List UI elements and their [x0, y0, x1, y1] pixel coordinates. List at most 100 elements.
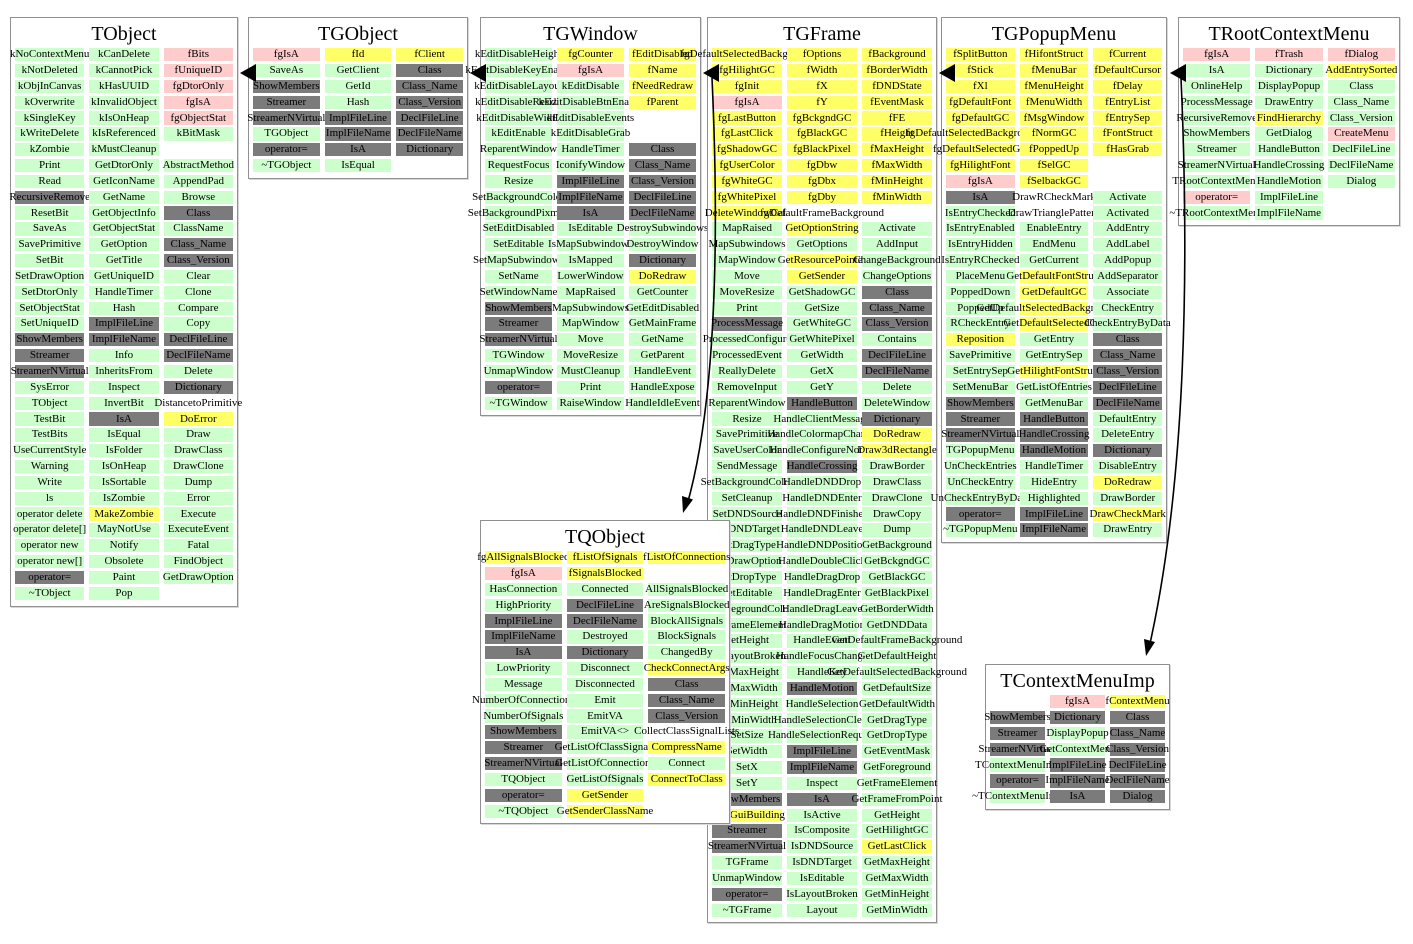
member-label: fgWhiteGC — [721, 174, 773, 187]
member-cell: HandleButton — [1019, 412, 1089, 426]
member-label: ~TContextMenuImp — [972, 790, 1063, 803]
member-cell: GetSender — [787, 269, 857, 284]
member-cell: Move — [557, 333, 624, 347]
member-cell: SetMenuBar — [946, 380, 1015, 395]
member-cell: MakeZombie — [89, 507, 159, 521]
member-label: FindObject — [173, 555, 224, 568]
member-label: MapWindow — [561, 317, 620, 330]
member-label: CreateMenu — [1334, 127, 1389, 140]
member-row: MapRaised GetOptionString Activate — [708, 222, 936, 236]
member-row: TGWindow MoveResize GetParent — [481, 349, 700, 363]
member-label: HandleDNDFinished — [775, 507, 869, 520]
member-cell: fListOfSignals — [566, 551, 644, 565]
member-label: kEditDisableHeight — [474, 48, 563, 61]
member-cell: ImplFileName — [1255, 206, 1323, 220]
member-label: HandleSelection — [785, 697, 859, 710]
member-cell: IsZombie — [89, 491, 159, 505]
member-cell: kOverwrite — [15, 95, 85, 109]
member-row: SetDtorOnly HandleTimer Clone — [11, 285, 237, 299]
member-cell: Streamer — [990, 726, 1045, 740]
member-label: AddSeparator — [1097, 269, 1159, 282]
member-label: IsMapSubwindows — [548, 238, 633, 251]
member-cell: DeclFileName — [566, 614, 644, 628]
member-cell: AddInput — [862, 238, 932, 252]
member-label: SetY — [736, 776, 758, 789]
member-row: SetSize HandleSelectionRequest GetDropType — [708, 729, 936, 743]
member-row: ReparentWindow HandleTimer Class — [479, 143, 700, 157]
member-cell: fBorderWidth — [862, 63, 932, 78]
member-label: fEntryList — [1105, 95, 1151, 108]
member-label: Dialog — [1346, 174, 1377, 187]
member-row: operator delete MakeZombie Execute — [11, 507, 237, 521]
member-cell: GetSenderClassName — [557, 804, 653, 818]
member-cell: Clone — [163, 285, 233, 299]
empty-cell — [1328, 191, 1395, 204]
member-label: kOverwrite — [24, 95, 75, 108]
member-cell: UseCurrentStyle — [13, 444, 86, 458]
member-cell: GetDefaultGC — [1019, 285, 1089, 299]
member-cell: fgDefaultFrameBackground — [760, 206, 884, 220]
member-label: ReparentWindow — [479, 143, 558, 156]
member-row: SetBackgroundColor ImplFileName DeclFileLi… — [472, 190, 700, 204]
member-cell: SetEditable — [485, 238, 552, 252]
member-label: ~TGPopupMenu — [943, 523, 1018, 536]
member-row: ProcessMessage DrawEntry Class_Name — [1179, 95, 1399, 109]
member-label: fEditDisabled — [631, 48, 694, 61]
member-row: MoveResize GetShadowGC Class — [708, 285, 936, 299]
member-label: DeclFileName — [1329, 159, 1394, 172]
member-label: NumberOfSignals — [483, 709, 564, 722]
member-row: operator new[] Obsolete FindObject — [11, 555, 237, 569]
member-row: SetEditable HandleDragEnter GetBlackPixel — [708, 586, 936, 600]
member-label: operator= — [996, 774, 1039, 787]
member-label: kEditDisableEvents — [546, 111, 635, 124]
member-cell: TGPopupMenu — [946, 444, 1015, 458]
member-cell: SetDNDSource — [712, 507, 782, 521]
member-label: fListOfConnections — [642, 551, 731, 564]
member-label: kWriteDelete — [20, 127, 80, 140]
class-box-tgobject: TGObject fgIsA fId fClient SaveAs GetClient Cl… — [247, 17, 468, 179]
member-label: Connect — [668, 757, 706, 770]
member-label: fMsgWindow — [1023, 111, 1085, 124]
class-box-tgframe: TGFrame fgDefaultSelectedBackground fOptio… — [680, 17, 967, 924]
member-label: SetMapSubwindows — [472, 254, 565, 267]
member-cell: IsEqual — [89, 428, 159, 442]
member-label: ChangedBy — [660, 646, 713, 659]
member-label: TestBits — [31, 428, 68, 441]
member-cell: Destroyed — [566, 630, 644, 644]
member-cell: ~TRootContextMenu — [1169, 206, 1264, 220]
member-cell: FindHierarchy — [1255, 111, 1323, 125]
member-label: Warning — [30, 460, 69, 473]
member-label: Dictionary — [1265, 63, 1313, 76]
member-label: operator= — [497, 380, 540, 393]
member-cell: Class — [163, 206, 233, 220]
member-row: Resize ImplFileLine Class_Version — [481, 174, 700, 189]
member-cell: fFontStruct — [1093, 127, 1163, 141]
member-cell: ImplFileLine — [1019, 507, 1089, 521]
member-row: PlaceMenu GetDefaultFontStruct AddSeparato… — [942, 269, 1166, 284]
member-label: fFontStruct — [1102, 127, 1153, 140]
member-label: TGObject — [264, 127, 309, 140]
member-cell: IsComposite — [787, 824, 857, 838]
member-row: SetBackgroundColor HandleDNDDrop DrawClass — [701, 475, 936, 490]
member-label: fDefaultCursor — [1094, 63, 1161, 76]
member-label: ChangeOptions — [862, 269, 932, 282]
member-cell: fDialog — [1327, 48, 1395, 62]
member-row: ~TGPopupMenu ImplFileName DrawEntry — [942, 523, 1166, 537]
member-cell: GetForeground — [862, 760, 932, 775]
member-label: HandleDragMotion — [778, 618, 866, 631]
member-label: UnCheckEntryByData — [930, 491, 1031, 504]
member-label: HandleSelectionClear — [773, 713, 871, 726]
member-row: ShowMembers MapSubwindows GetEditDisabled — [481, 301, 700, 315]
member-label: Hash — [346, 95, 370, 108]
member-cell: IsA — [324, 143, 392, 157]
member-label: fSelbackGC — [1027, 174, 1081, 187]
member-label: Dialog — [1122, 790, 1153, 803]
member-cell: GetLastClick — [862, 840, 932, 854]
member-label: Streamer — [266, 95, 307, 108]
member-cell: Class — [648, 677, 726, 692]
member-cell: Streamer — [485, 317, 552, 331]
member-label: TGFrame — [725, 856, 769, 869]
member-label: GetEventMask — [864, 745, 930, 758]
member-label: GetDtorOnly — [94, 159, 154, 172]
member-cell: ~TGFrame — [712, 903, 782, 917]
